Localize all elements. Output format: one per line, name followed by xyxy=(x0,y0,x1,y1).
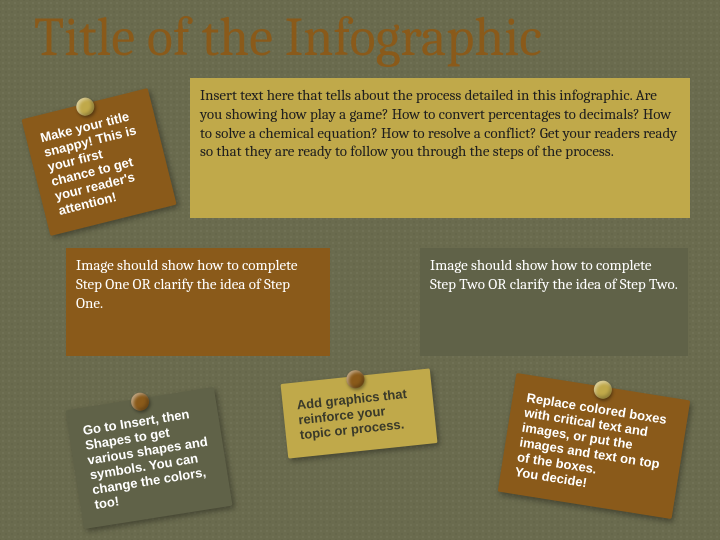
note-shapes-tip-text: Go to Insert, then Shapes to get various… xyxy=(82,406,209,511)
note-boxes-tip-text: Replace colored boxes with critical text… xyxy=(514,390,668,490)
note-shapes-tip: Go to Insert, then Shapes to get various… xyxy=(66,387,233,529)
step-two-text: Image should show how to complete Step T… xyxy=(430,256,678,293)
note-graphics-tip-text: Add graphics that reinforce your topic o… xyxy=(296,386,407,442)
step-one-text: Image should show how to complete Step O… xyxy=(76,256,298,312)
page-title: Title of the Infographic xyxy=(34,6,542,69)
step-one-box: Image should show how to complete Step O… xyxy=(66,248,330,356)
intro-box: Insert text here that tells about the pr… xyxy=(190,78,690,218)
note-title-tip-text: Make your title snappy! This is your fir… xyxy=(39,109,138,218)
step-two-box: Image should show how to complete Step T… xyxy=(420,248,688,356)
intro-text: Insert text here that tells about the pr… xyxy=(200,86,677,160)
note-graphics-tip: Add graphics that reinforce your topic o… xyxy=(281,368,438,458)
